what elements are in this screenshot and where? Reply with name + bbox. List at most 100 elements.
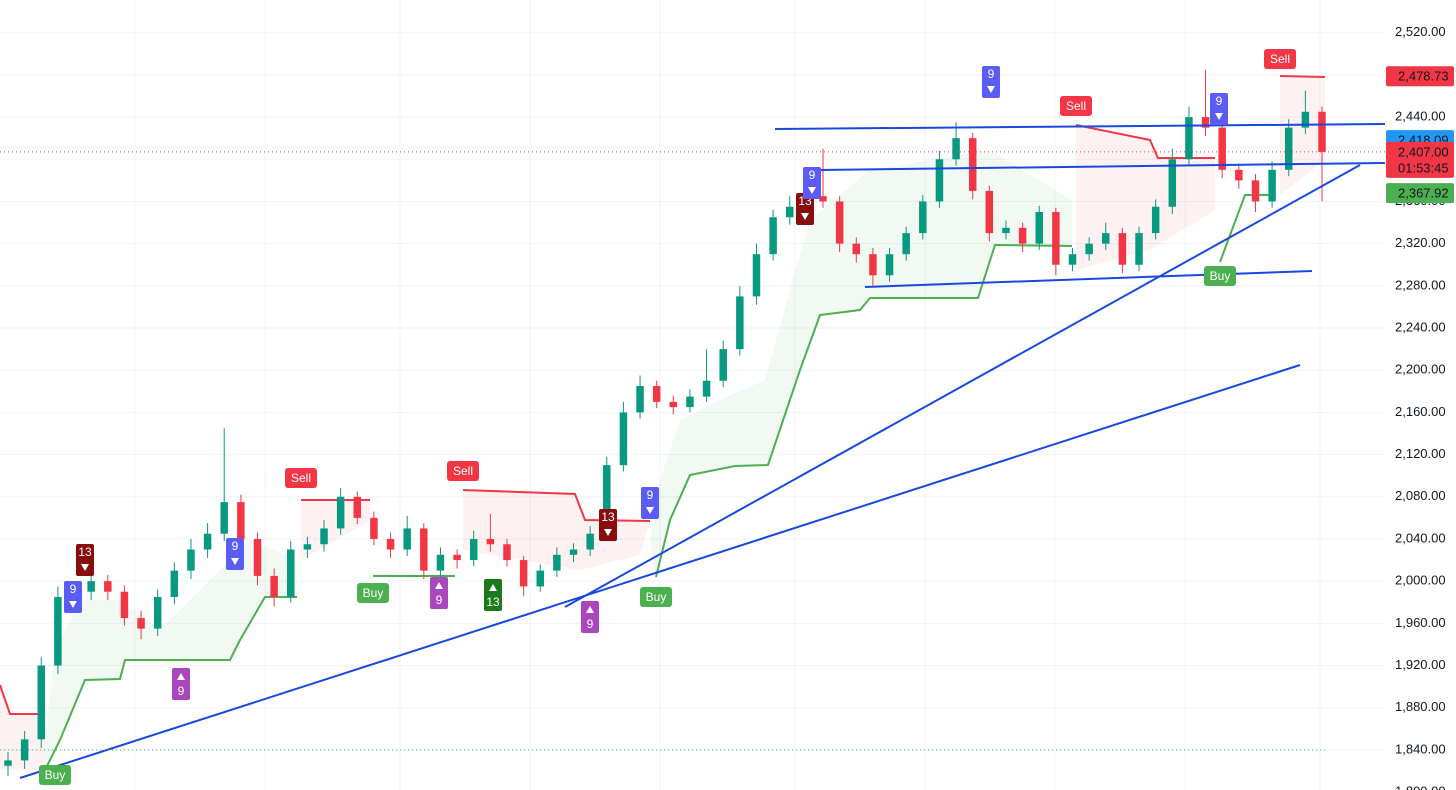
- y-tick-label: 2,280.00: [1395, 277, 1446, 292]
- y-tick-label: 2,120.00: [1395, 446, 1446, 461]
- candle-body: [370, 517, 378, 539]
- signal: 9: [172, 668, 190, 700]
- candle-body: [1102, 233, 1110, 244]
- trendline: [774, 123, 1386, 130]
- signal-label: 9: [1216, 94, 1223, 108]
- vertical-grid: [134, 0, 1321, 790]
- fill-down: [301, 500, 370, 560]
- signal-label: 9: [809, 168, 816, 182]
- signal: Sell: [285, 468, 317, 488]
- signal-box: [581, 601, 599, 633]
- signal: 9: [982, 66, 1000, 98]
- candle-body: [652, 386, 661, 402]
- candle-body: [403, 528, 411, 550]
- candle-body: [619, 412, 628, 466]
- signal: Sell: [447, 461, 479, 481]
- signal: Sell: [1060, 96, 1092, 116]
- signal-box: [285, 468, 317, 488]
- price-label: 2,478.73: [1398, 69, 1449, 84]
- signal-box: [1210, 93, 1228, 125]
- price-label-box: [1386, 141, 1454, 178]
- signal: 13: [76, 544, 94, 576]
- signal-box: [39, 765, 71, 785]
- candle-body: [536, 570, 544, 587]
- fill-up: [45, 540, 297, 770]
- candle-body: [1052, 212, 1060, 265]
- candle-body: [1068, 254, 1077, 265]
- y-tick-label: 2,160.00: [1395, 404, 1446, 419]
- signal-arrow: [808, 187, 816, 194]
- signal-arrow: [987, 86, 995, 93]
- signal: 9: [430, 577, 448, 609]
- signal-arrow: [1215, 113, 1223, 120]
- trendlines: [19, 123, 1386, 779]
- candle-body: [37, 665, 46, 740]
- candle-body: [935, 159, 944, 202]
- signal-label: 9: [647, 488, 654, 502]
- trendline: [819, 162, 1386, 171]
- candle-body: [87, 581, 95, 592]
- candle-body: [1268, 169, 1276, 202]
- signal-label: 13: [486, 595, 500, 609]
- signal-box: [447, 461, 479, 481]
- candle-body: [819, 196, 827, 202]
- signal-arrow: [69, 601, 77, 608]
- candle-body: [636, 386, 644, 413]
- candle-body: [519, 560, 528, 587]
- signal-box: [1264, 49, 1296, 69]
- y-tick-label: 2,000.00: [1395, 573, 1446, 588]
- candle-body: [436, 554, 445, 571]
- candle-body: [1218, 127, 1226, 170]
- candle-body: [253, 538, 262, 576]
- price-label-box: [1386, 66, 1454, 87]
- supertrend-down: [1279, 75, 1326, 78]
- price-label-box: [1386, 183, 1454, 204]
- candle-body: [1251, 180, 1260, 202]
- candle-body: [1201, 117, 1210, 128]
- y-tick-label: 2,320.00: [1395, 235, 1446, 250]
- candle-body: [303, 544, 312, 550]
- signal: Buy: [1204, 266, 1236, 286]
- candle-body: [287, 549, 295, 597]
- signal: Buy: [39, 765, 71, 785]
- signal-label: 9: [178, 684, 185, 698]
- signal-label: Buy: [45, 768, 66, 782]
- signal: 9: [64, 581, 82, 613]
- price-axis-labels: 1,800.00 1,840.00 1,880.00 1,920.00 1,960.00…: [1386, 24, 1454, 790]
- signal-box: [1204, 266, 1236, 286]
- candle-body: [885, 254, 894, 276]
- candle-body: [786, 206, 794, 218]
- candle-body: [1002, 227, 1010, 234]
- candle-body: [486, 538, 495, 545]
- horizontal-grid: [0, 32, 1385, 751]
- candle-body: [919, 201, 927, 234]
- signal-label: 9: [70, 582, 77, 596]
- candle-body: [553, 554, 561, 571]
- candle-body: [237, 502, 245, 539]
- candle-body: [4, 760, 12, 766]
- candle-body: [386, 538, 395, 550]
- signal-arrow: [586, 606, 594, 613]
- candle-body: [769, 217, 777, 255]
- y-tick-label: 1,880.00: [1395, 699, 1446, 714]
- signal-label: Sell: [453, 464, 473, 478]
- signal: 13: [599, 509, 617, 541]
- candle-body: [1118, 233, 1127, 265]
- signal-box: [982, 66, 1000, 98]
- signal-label: Sell: [1066, 99, 1086, 113]
- signal-arrow: [489, 584, 497, 591]
- signal-arrow: [435, 582, 443, 589]
- signal-box: [484, 579, 502, 611]
- y-tick-label: 2,440.00: [1395, 109, 1446, 124]
- candle-body: [1168, 159, 1177, 207]
- supertrend-up: [655, 243, 1073, 578]
- signal-label: Sell: [291, 471, 311, 485]
- y-tick-label: 1,800.00: [1395, 784, 1446, 790]
- signal: 9: [641, 487, 659, 519]
- signal-box: [640, 587, 672, 607]
- candle-body: [852, 243, 861, 255]
- y-tick-label: 2,520.00: [1395, 24, 1446, 39]
